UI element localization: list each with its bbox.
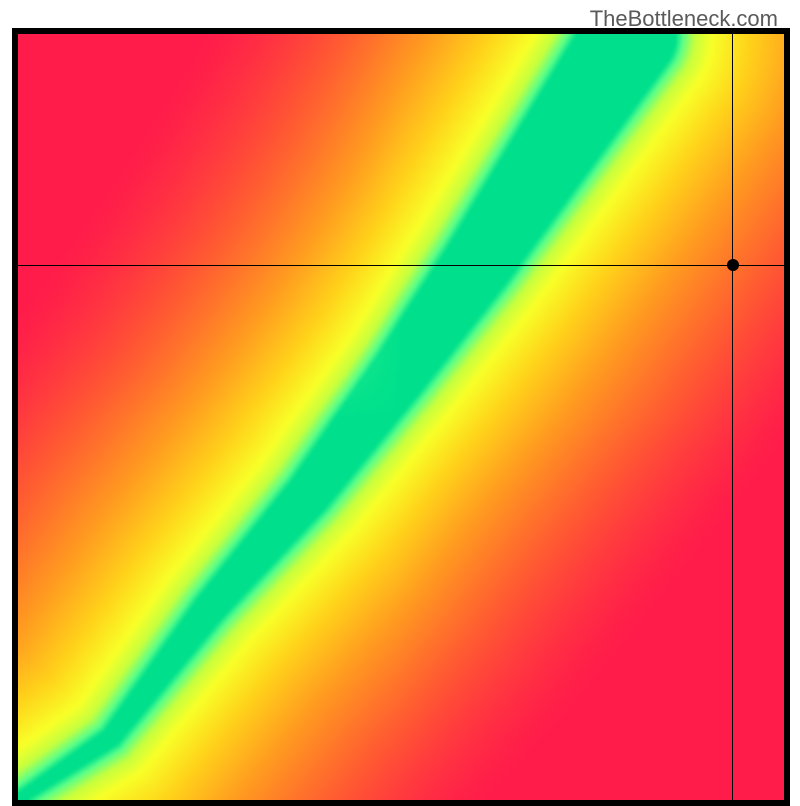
crosshair-horizontal — [18, 265, 784, 266]
crosshair-marker — [727, 259, 739, 271]
heatmap-canvas — [18, 34, 784, 800]
heatmap-container — [18, 34, 784, 800]
crosshair-vertical — [732, 34, 733, 800]
